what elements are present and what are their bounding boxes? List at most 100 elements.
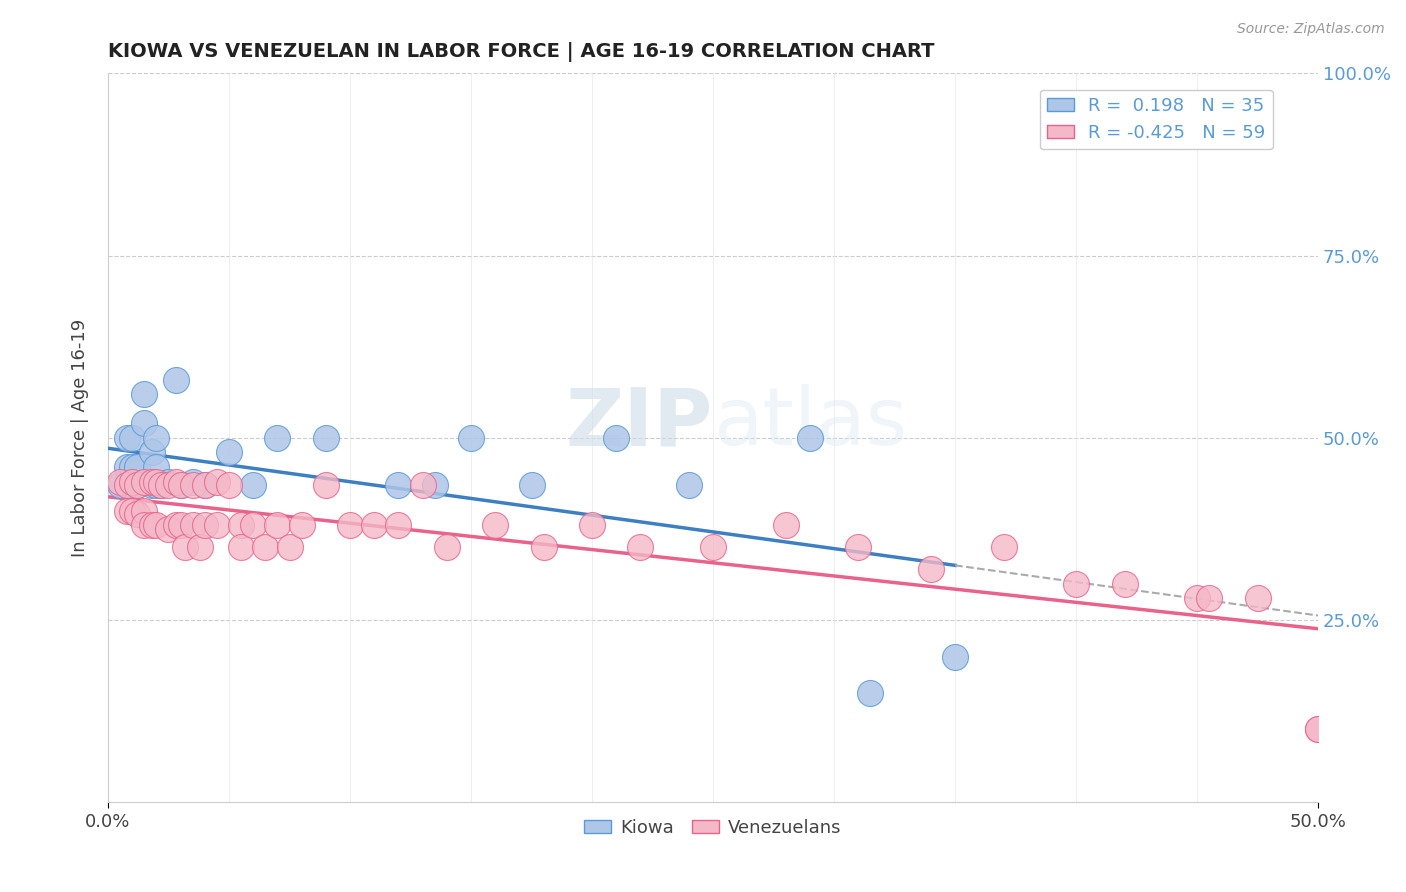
- Point: [134, 387, 156, 401]
- Point: [460, 431, 482, 445]
- Point: [121, 475, 143, 489]
- Point: [1246, 591, 1268, 606]
- Point: [181, 518, 204, 533]
- Point: [157, 475, 180, 489]
- Point: [188, 540, 211, 554]
- Text: ZIP: ZIP: [565, 384, 713, 462]
- Point: [141, 445, 163, 459]
- Point: [484, 518, 506, 533]
- Point: [920, 562, 942, 576]
- Point: [229, 540, 252, 554]
- Y-axis label: In Labor Force | Age 16-19: In Labor Force | Age 16-19: [72, 318, 89, 557]
- Point: [799, 431, 821, 445]
- Point: [125, 460, 148, 475]
- Point: [436, 540, 458, 554]
- Point: [315, 478, 337, 492]
- Point: [266, 431, 288, 445]
- Point: [943, 649, 966, 664]
- Point: [125, 478, 148, 492]
- Point: [678, 478, 700, 492]
- Point: [775, 518, 797, 533]
- Point: [387, 478, 409, 492]
- Point: [423, 478, 446, 492]
- Point: [145, 518, 167, 533]
- Point: [125, 508, 148, 522]
- Point: [165, 372, 187, 386]
- Text: Source: ZipAtlas.com: Source: ZipAtlas.com: [1237, 22, 1385, 37]
- Point: [242, 518, 264, 533]
- Point: [194, 518, 217, 533]
- Point: [181, 475, 204, 489]
- Point: [630, 540, 652, 554]
- Point: [218, 445, 240, 459]
- Point: [387, 518, 409, 533]
- Point: [117, 431, 139, 445]
- Point: [117, 460, 139, 475]
- Point: [165, 475, 187, 489]
- Point: [121, 460, 143, 475]
- Text: atlas: atlas: [713, 384, 907, 462]
- Point: [141, 475, 163, 489]
- Text: KIOWA VS VENEZUELAN IN LABOR FORCE | AGE 16-19 CORRELATION CHART: KIOWA VS VENEZUELAN IN LABOR FORCE | AGE…: [108, 42, 935, 62]
- Point: [266, 518, 288, 533]
- Point: [291, 518, 314, 533]
- Point: [1308, 723, 1330, 737]
- Point: [846, 540, 869, 554]
- Point: [581, 518, 603, 533]
- Point: [145, 478, 167, 492]
- Point: [1114, 576, 1136, 591]
- Point: [157, 522, 180, 536]
- Point: [145, 460, 167, 475]
- Point: [121, 504, 143, 518]
- Point: [205, 475, 228, 489]
- Point: [125, 478, 148, 492]
- Point: [194, 478, 217, 492]
- Point: [150, 478, 173, 492]
- Point: [134, 475, 156, 489]
- Point: [165, 518, 187, 533]
- Point: [520, 478, 543, 492]
- Point: [145, 475, 167, 489]
- Point: [993, 540, 1015, 554]
- Point: [145, 431, 167, 445]
- Point: [121, 478, 143, 492]
- Point: [117, 478, 139, 492]
- Point: [278, 540, 301, 554]
- Point: [315, 431, 337, 445]
- Legend: Kiowa, Venezuelans: Kiowa, Venezuelans: [576, 812, 849, 844]
- Point: [702, 540, 724, 554]
- Point: [141, 518, 163, 533]
- Point: [229, 518, 252, 533]
- Point: [181, 478, 204, 492]
- Point: [150, 478, 173, 492]
- Point: [363, 518, 385, 533]
- Point: [121, 475, 143, 489]
- Point: [1185, 591, 1208, 606]
- Point: [605, 431, 627, 445]
- Point: [339, 518, 361, 533]
- Point: [205, 518, 228, 533]
- Point: [412, 478, 434, 492]
- Point: [169, 518, 191, 533]
- Point: [194, 478, 217, 492]
- Point: [134, 518, 156, 533]
- Point: [1064, 576, 1087, 591]
- Point: [242, 478, 264, 492]
- Point: [1198, 591, 1220, 606]
- Point: [157, 478, 180, 492]
- Point: [859, 686, 882, 700]
- Point: [108, 478, 131, 492]
- Point: [174, 540, 197, 554]
- Point: [1308, 723, 1330, 737]
- Point: [533, 540, 555, 554]
- Point: [141, 478, 163, 492]
- Point: [169, 478, 191, 492]
- Point: [169, 478, 191, 492]
- Point: [121, 431, 143, 445]
- Point: [218, 478, 240, 492]
- Point: [254, 540, 277, 554]
- Point: [134, 417, 156, 431]
- Point: [134, 504, 156, 518]
- Point: [108, 475, 131, 489]
- Point: [117, 504, 139, 518]
